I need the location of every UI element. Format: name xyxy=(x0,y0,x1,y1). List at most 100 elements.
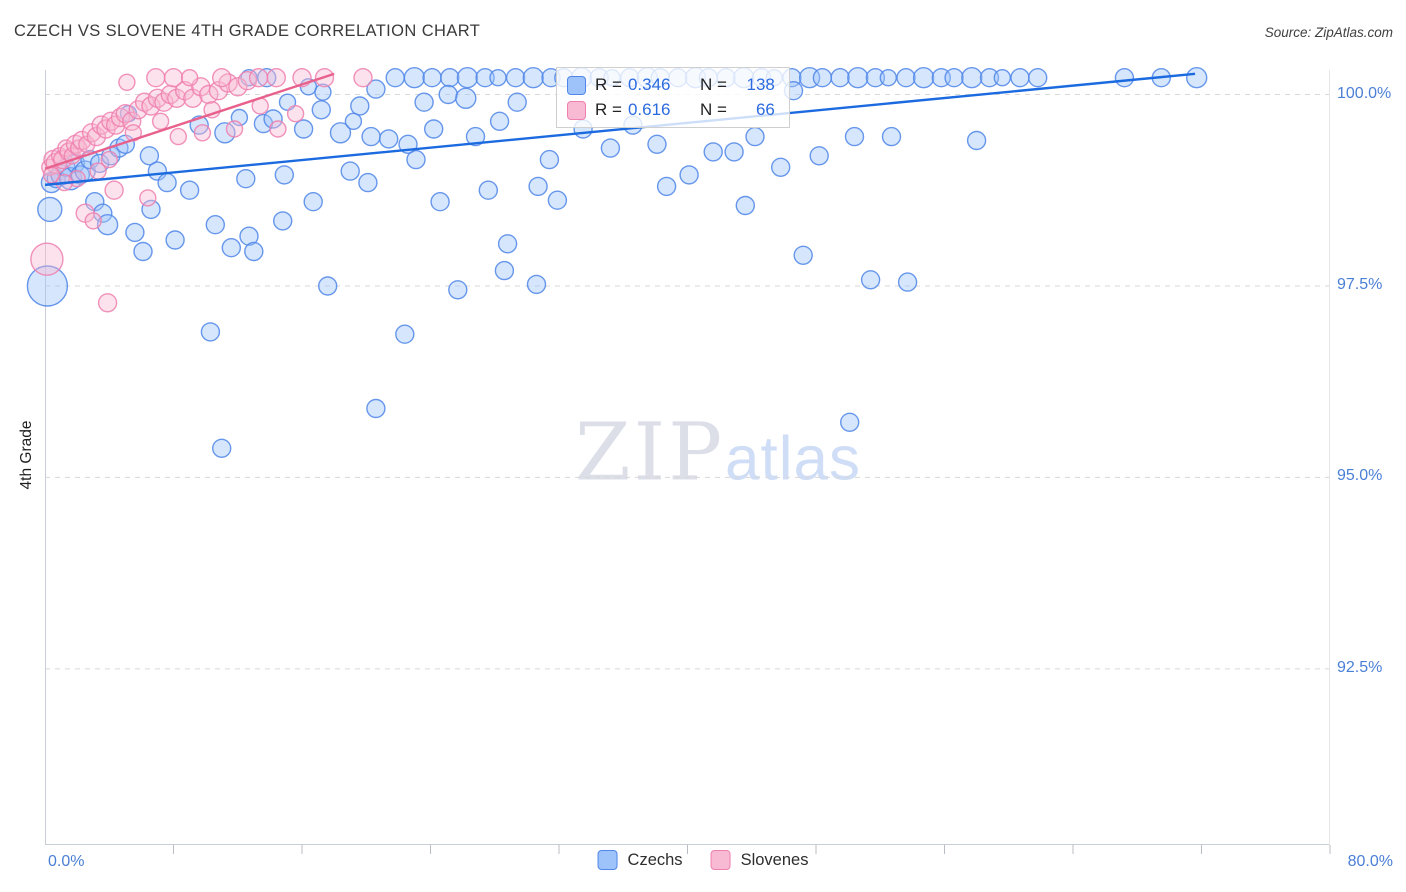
scatter-point-czechs xyxy=(600,138,621,158)
scatter-point-czechs xyxy=(403,66,426,89)
n-value-slovenes: 66 xyxy=(755,100,775,119)
n-label: N = xyxy=(699,75,727,94)
watermark: ZIP atlas xyxy=(575,406,861,499)
scatter-point-czechs xyxy=(361,126,381,147)
scatter-point-czechs xyxy=(830,67,850,88)
stats-row-slovenes: R = 0.616 N = 66 xyxy=(567,100,775,120)
trend-line-slovenes xyxy=(44,72,335,170)
scatter-point-czechs xyxy=(979,67,1000,88)
scatter-point-czechs xyxy=(507,92,527,112)
scatter-point-slovenes xyxy=(225,120,244,138)
scatter-point-czechs xyxy=(879,68,897,87)
scatter-point-slovenes xyxy=(269,120,287,138)
scatter-point-czechs xyxy=(96,213,119,236)
scatter-point-czechs xyxy=(475,67,495,88)
scatter-point-czechs xyxy=(539,149,560,170)
scatter-point-slovenes xyxy=(169,127,188,146)
scatter-point-czechs xyxy=(881,126,902,147)
scatter-point-czechs xyxy=(724,142,744,162)
scatter-point-czechs xyxy=(1114,67,1135,88)
scatter-point-slovenes xyxy=(86,126,107,147)
scatter-point-czechs xyxy=(478,180,498,200)
scatter-point-czechs xyxy=(340,161,360,181)
watermark-zip: ZIP xyxy=(575,405,726,499)
scatter-point-czechs xyxy=(1010,67,1030,88)
scatter-point-czechs xyxy=(263,109,283,129)
scatter-point-slovenes xyxy=(163,67,184,88)
scatter-point-czechs xyxy=(424,119,444,139)
scatter-point-czechs xyxy=(414,92,434,112)
series-legend: Czechs Slovenes xyxy=(597,850,808,870)
legend-item-czechs: Czechs xyxy=(597,850,683,870)
source-attribution: Source: ZipAtlas.com xyxy=(1264,25,1393,40)
scatter-point-czechs xyxy=(505,67,526,88)
legend-label-czechs: Czechs xyxy=(627,850,683,869)
scatter-point-slovenes xyxy=(286,105,305,123)
scatter-point-czechs xyxy=(358,172,378,193)
scatter-point-slovenes xyxy=(193,124,212,142)
scatter-point-czechs xyxy=(944,67,964,88)
scatter-point-czechs xyxy=(438,84,458,105)
scatter-point-czechs xyxy=(847,66,869,89)
scatter-point-czechs xyxy=(844,126,865,147)
series-slovenes xyxy=(30,67,373,313)
scatter-point-czechs xyxy=(379,129,399,149)
scatter-point-czechs xyxy=(211,438,232,458)
scatter-point-czechs xyxy=(133,241,153,262)
scatter-point-czechs xyxy=(179,180,200,200)
trend-line-czechs xyxy=(44,72,1196,187)
scatter-point-czechs xyxy=(912,66,935,89)
scatter-point-slovenes xyxy=(266,67,287,88)
scatter-point-czechs xyxy=(961,66,983,89)
scatter-point-czechs xyxy=(26,265,69,307)
scatter-point-slovenes xyxy=(84,212,102,230)
scatter-point-czechs xyxy=(37,196,63,223)
scatter-point-czechs xyxy=(735,195,755,216)
scatter-point-czechs xyxy=(812,67,833,88)
scatter-plot xyxy=(26,66,1331,854)
scatter-point-czechs xyxy=(993,68,1011,87)
scatter-point-czechs xyxy=(896,67,916,88)
correlation-stats-legend: R = 0.346 N = 138 R = 0.616 N = 66 xyxy=(556,67,790,128)
y-tick-label-97-5: 97.5% xyxy=(1337,275,1383,293)
scatter-point-czechs xyxy=(125,222,145,243)
scatter-point-czechs xyxy=(293,119,314,139)
scatter-point-czechs xyxy=(809,146,829,166)
scatter-point-slovenes xyxy=(248,67,269,88)
scatter-point-slovenes xyxy=(199,84,219,105)
scatter-point-czechs xyxy=(314,83,332,101)
scatter-point-czechs xyxy=(139,146,160,166)
scatter-point-czechs xyxy=(303,191,323,212)
scatter-point-czechs xyxy=(272,211,293,231)
scatter-point-czechs xyxy=(239,226,259,246)
scatter-point-czechs xyxy=(465,126,486,147)
scatter-point-czechs xyxy=(547,190,568,210)
x-axis-min-label: 0.0% xyxy=(48,853,85,870)
n-value-czechs: 138 xyxy=(746,75,775,94)
y-axis-label: 4th Grade xyxy=(18,420,35,490)
scatter-point-czechs xyxy=(422,67,442,88)
scatter-point-czechs xyxy=(456,66,479,89)
scatter-point-czechs xyxy=(395,324,415,344)
scatter-point-czechs xyxy=(205,214,226,235)
scatter-point-slovenes xyxy=(151,112,170,130)
scatter-point-slovenes xyxy=(166,88,187,108)
slovenes-color-swatch xyxy=(710,850,731,870)
n-label: N = xyxy=(699,100,727,119)
scatter-point-slovenes xyxy=(180,68,199,87)
scatter-point-czechs xyxy=(366,398,386,419)
scatter-point-czechs xyxy=(966,130,987,151)
scatter-point-czechs xyxy=(494,260,515,281)
scatter-point-czechs xyxy=(236,168,256,189)
r-label: R = xyxy=(595,75,622,94)
scatter-point-czechs xyxy=(703,142,723,162)
scatter-point-czechs xyxy=(318,276,338,296)
czechs-color-swatch xyxy=(597,850,618,870)
scatter-point-czechs xyxy=(366,79,386,99)
scatter-point-czechs xyxy=(489,68,507,87)
scatter-point-slovenes xyxy=(237,70,258,91)
scatter-point-czechs xyxy=(430,191,450,212)
scatter-point-slovenes xyxy=(100,150,119,169)
scatter-point-czechs xyxy=(344,112,363,130)
y-tick-label-92-5: 92.5% xyxy=(1337,658,1383,676)
